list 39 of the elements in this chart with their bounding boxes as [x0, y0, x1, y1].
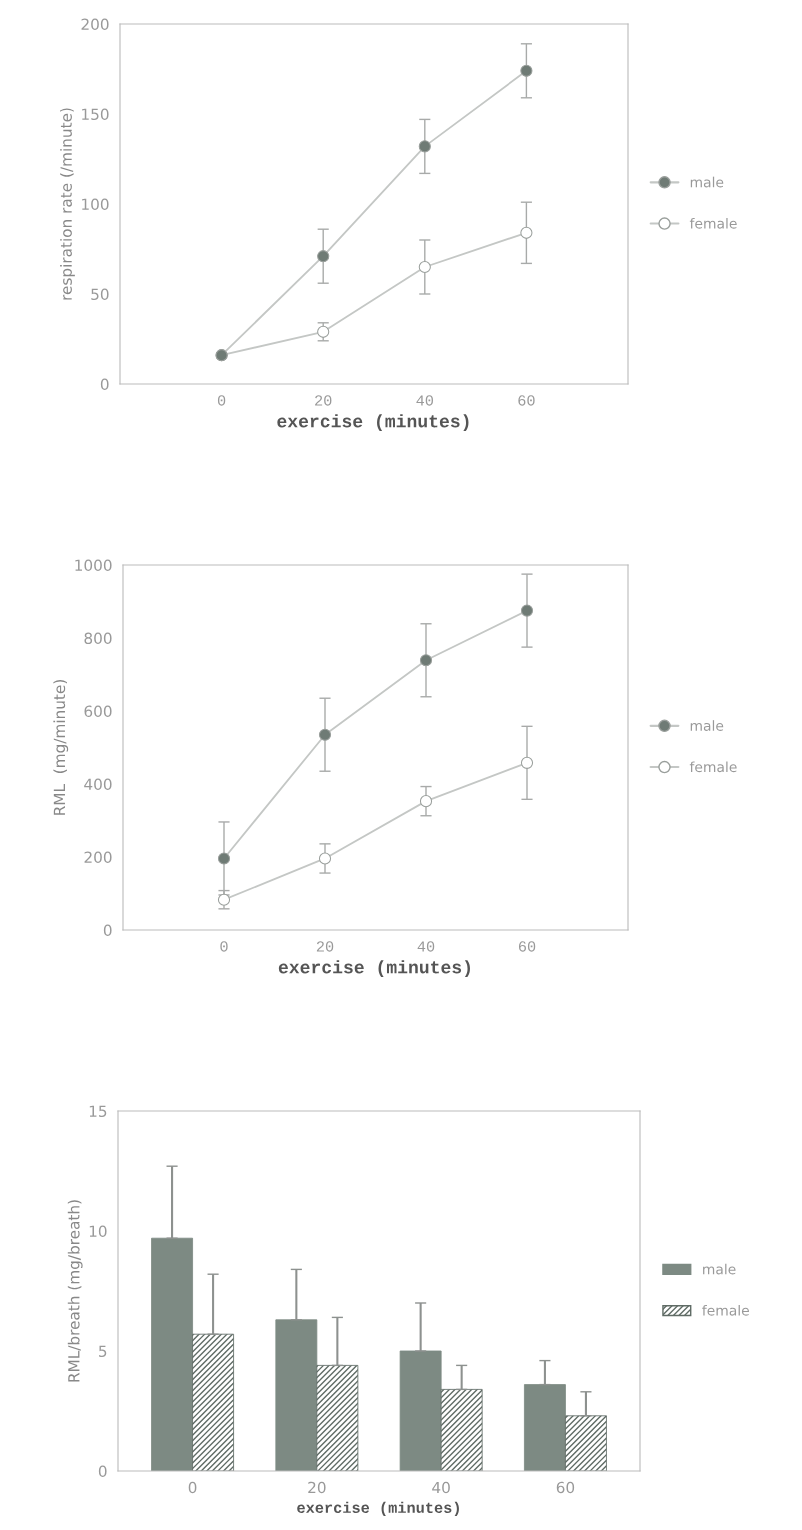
y-tick-label: 200 — [84, 851, 112, 864]
x-tick-label: 20 — [315, 395, 332, 406]
x-tick-label: 60 — [556, 1481, 575, 1494]
x-axis-title: exercise (minutes) — [297, 1501, 459, 1516]
x-tick-label: 0 — [220, 941, 228, 952]
x-tick-label: 0 — [217, 395, 226, 406]
legend-label: male — [703, 1263, 736, 1275]
y-tick-label: 10 — [89, 1225, 107, 1238]
legend-label: female — [689, 761, 737, 773]
y-tick-label: 15 — [89, 1105, 107, 1118]
x-tick-label: 0 — [188, 1481, 197, 1494]
y-tick-label: 800 — [84, 632, 112, 645]
y-tick-label: 150 — [82, 108, 109, 121]
y-axis-title: RML/breath (mg/breath) — [67, 1200, 83, 1382]
y-axis-title: RML (mg/minute) — [53, 680, 69, 815]
legend-label: female — [689, 217, 737, 229]
legend-label: male — [690, 720, 724, 731]
y-tick-label: 5 — [99, 1345, 107, 1358]
y-axis-title: respiration rate (/minute) — [60, 108, 75, 300]
x-axis-title: exercise (minutes) — [278, 960, 470, 978]
y-tick-label: 600 — [84, 705, 112, 718]
x-axis-title: exercise (minutes) — [277, 414, 469, 432]
y-tick-label: 400 — [84, 778, 112, 791]
y-tick-label: 0 — [103, 924, 112, 937]
y-tick-label: 100 — [82, 198, 109, 211]
x-tick-label: 40 — [417, 941, 435, 952]
x-tick-label: 60 — [518, 941, 536, 952]
x-tick-label: 40 — [416, 395, 434, 406]
legend-label: female — [702, 1304, 749, 1316]
y-tick-label: 200 — [81, 18, 109, 31]
x-tick-label: 40 — [432, 1481, 450, 1494]
x-tick-label: 20 — [316, 941, 334, 952]
y-tick-label: 0 — [98, 1465, 107, 1478]
y-tick-label: 50 — [91, 288, 109, 301]
y-tick-label: 1000 — [75, 559, 112, 572]
y-tick-label: 0 — [100, 378, 109, 391]
x-tick-label: 60 — [518, 395, 535, 406]
x-tick-label: 20 — [308, 1481, 326, 1494]
legend-label: male — [690, 176, 724, 188]
